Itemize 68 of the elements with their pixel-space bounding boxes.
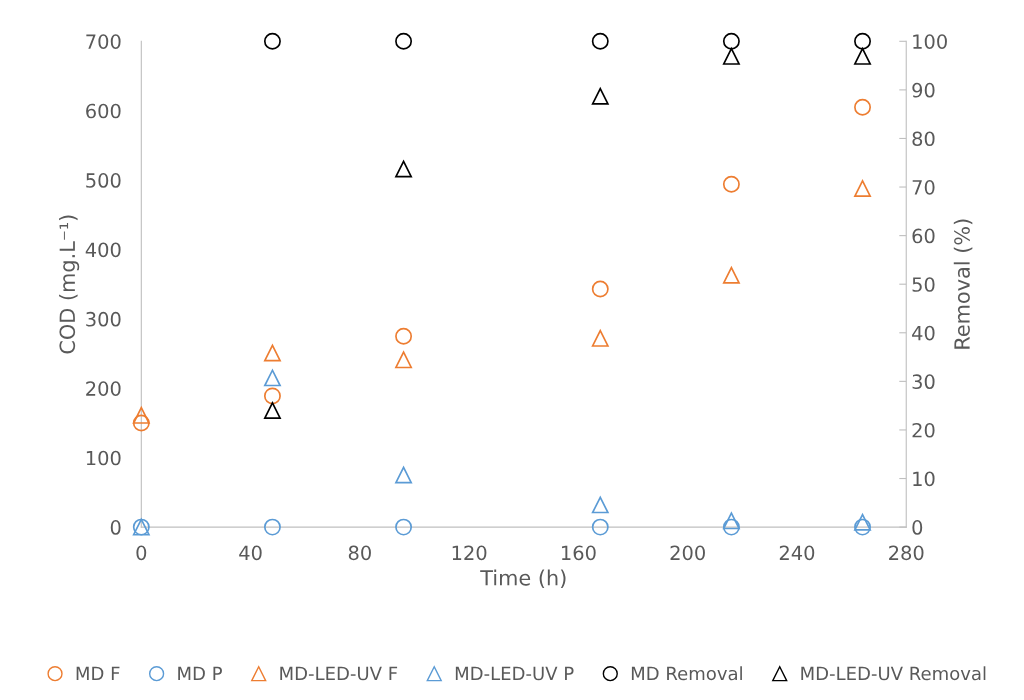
point: [591, 87, 609, 105]
point: [854, 32, 872, 50]
point: [132, 414, 150, 432]
y2-tick-label: 100: [913, 34, 947, 49]
y2-tick-label: 0: [912, 520, 923, 535]
point: [854, 179, 872, 197]
point: [722, 266, 740, 284]
point: [591, 32, 609, 50]
y-tick-label: 500: [86, 173, 121, 188]
y-tick-label: 400: [85, 242, 121, 258]
legend-label: MD F: [76, 666, 120, 680]
point: [722, 512, 740, 530]
x-tick-label: 200: [670, 545, 705, 561]
point: [591, 329, 609, 347]
point: [722, 32, 740, 50]
x-axis-title: Time (h): [480, 569, 566, 589]
point: [591, 518, 609, 536]
point: [263, 387, 281, 405]
point: [854, 47, 872, 65]
y2-tick-label: 40: [912, 325, 935, 341]
point: [395, 160, 413, 178]
x-tick-label: 40: [239, 545, 262, 561]
x-tick-label: 0: [136, 545, 147, 561]
y2-tick-label: 10: [913, 471, 935, 487]
y-tick-label: 300: [86, 311, 121, 327]
x-tick-label: 280: [889, 545, 924, 561]
point: [263, 344, 281, 362]
x-tick-label: 160: [561, 545, 596, 561]
point: [395, 32, 413, 50]
legend-label: MD Removal: [631, 666, 742, 681]
y2-tick-label: 20: [912, 422, 935, 438]
legend-label: MD P: [178, 666, 222, 680]
point: [854, 513, 872, 531]
point: [591, 280, 609, 298]
y2-tick-label: 90: [912, 82, 935, 98]
legend-label: MD-LED-UV Removal: [801, 666, 986, 681]
y-tick-label: 600: [86, 103, 121, 119]
point: [263, 518, 281, 536]
point: [395, 327, 413, 345]
point: [854, 518, 872, 536]
point: [722, 175, 740, 193]
y2-axis-title: Removal (%): [953, 219, 973, 349]
point: [132, 406, 150, 424]
point: [395, 351, 413, 369]
x-tick-label: 120: [452, 545, 487, 561]
y2-tick-label: 50: [912, 277, 935, 292]
point: [263, 32, 281, 50]
point: [395, 466, 413, 484]
point: [854, 98, 872, 116]
y2-tick-label: 80: [912, 131, 935, 147]
y-axis-title: COD (mg.L⁻¹): [59, 215, 80, 354]
x-tick-label: 80: [348, 545, 371, 561]
point: [263, 402, 281, 419]
point: [263, 369, 281, 387]
point: [722, 47, 740, 65]
y2-tick-label: 70: [912, 180, 935, 195]
y2-tick-label: 30: [912, 374, 935, 390]
y2-tick-label: 60: [912, 228, 935, 244]
y-tick-label: 100: [86, 450, 121, 466]
legend-label: MD-LED-UV P: [455, 666, 574, 681]
point: [722, 518, 740, 536]
point: [591, 496, 609, 514]
point: [395, 518, 413, 536]
y-tick-label: 0: [110, 520, 121, 535]
legend-label: MD-LED-UV F: [280, 666, 398, 681]
y-tick-label: 700: [86, 34, 121, 49]
x-tick-label: 240: [779, 545, 815, 561]
y-tick-label: 200: [86, 381, 121, 396]
